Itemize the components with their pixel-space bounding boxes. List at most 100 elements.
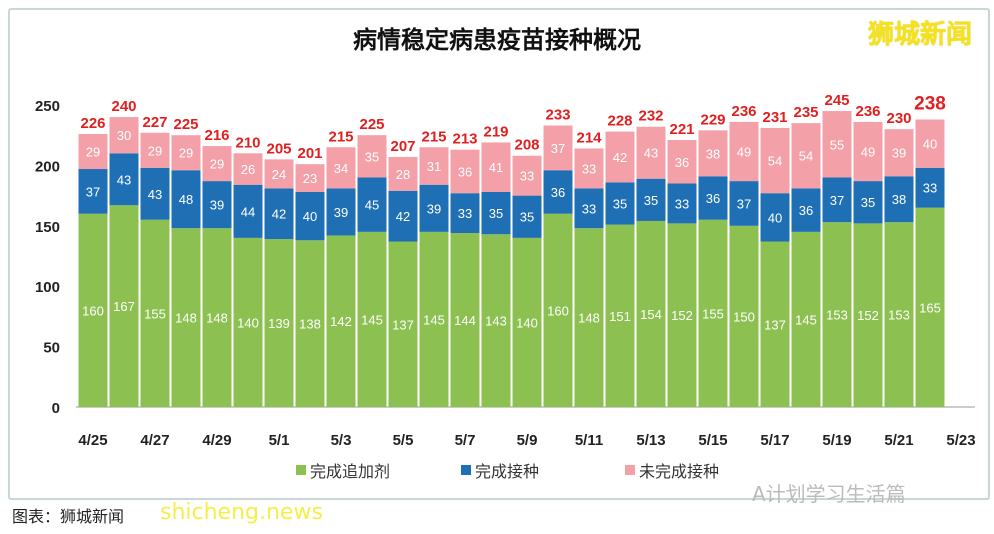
bar-segment-1 bbox=[326, 235, 356, 407]
data-label: 37 bbox=[830, 193, 844, 208]
total-label: 245 bbox=[824, 92, 849, 109]
data-label: 155 bbox=[144, 306, 166, 321]
total-label: 201 bbox=[297, 145, 322, 162]
bar-segment-3 bbox=[853, 121, 883, 182]
bar-segment-1 bbox=[78, 213, 108, 407]
data-label: 139 bbox=[268, 316, 290, 331]
bar-segment-3 bbox=[109, 117, 139, 154]
data-label: 55 bbox=[830, 137, 844, 152]
bar-segment-1 bbox=[729, 225, 759, 407]
data-label: 26 bbox=[241, 162, 255, 177]
chart-frame bbox=[8, 8, 990, 500]
data-label: 36 bbox=[706, 191, 720, 206]
data-label: 38 bbox=[892, 192, 906, 207]
total-label: 226 bbox=[80, 115, 105, 132]
bar-segment-1 bbox=[543, 213, 573, 407]
bar-segment-1 bbox=[760, 241, 790, 407]
x-tick-label: 5/13 bbox=[636, 432, 665, 449]
y-tick-label: 250 bbox=[35, 98, 60, 115]
bar-segment-2 bbox=[512, 195, 542, 238]
data-label: 40 bbox=[768, 210, 782, 225]
bar-segment-3 bbox=[760, 127, 790, 194]
bar-segment-2 bbox=[853, 181, 883, 224]
data-label: 33 bbox=[923, 181, 937, 196]
bar-segment-2 bbox=[729, 181, 759, 226]
data-label: 24 bbox=[272, 167, 286, 182]
bar-segment-3 bbox=[667, 140, 697, 184]
legend-swatch bbox=[625, 465, 635, 475]
bar-segment-3 bbox=[791, 123, 821, 189]
bar-segment-1 bbox=[450, 233, 480, 407]
data-label: 29 bbox=[210, 157, 224, 172]
total-label: 232 bbox=[638, 108, 663, 125]
total-label: 240 bbox=[111, 98, 136, 115]
legend-swatch bbox=[296, 465, 306, 475]
data-label: 49 bbox=[861, 145, 875, 160]
x-tick-label: 5/17 bbox=[760, 432, 789, 449]
data-label: 137 bbox=[764, 317, 786, 332]
data-label: 145 bbox=[361, 312, 383, 327]
total-label: 208 bbox=[514, 137, 539, 154]
bar-segment-2 bbox=[295, 191, 325, 241]
x-tick-label: 4/29 bbox=[202, 432, 231, 449]
data-label: 35 bbox=[365, 149, 379, 164]
data-label: 33 bbox=[458, 206, 472, 221]
x-tick-label: 5/23 bbox=[946, 432, 975, 449]
data-label: 153 bbox=[826, 308, 848, 323]
bar-segment-3 bbox=[388, 156, 418, 191]
bar-segment-2 bbox=[915, 167, 945, 208]
bar-segment-3 bbox=[295, 164, 325, 192]
bar-segment-1 bbox=[915, 207, 945, 407]
data-label: 35 bbox=[644, 193, 658, 208]
data-label: 151 bbox=[609, 309, 631, 324]
bar-segment-3 bbox=[419, 147, 449, 185]
bar-segment-2 bbox=[543, 170, 573, 214]
data-label: 42 bbox=[396, 209, 410, 224]
bar-segment-1 bbox=[853, 223, 883, 407]
bar-segment-3 bbox=[233, 153, 263, 185]
data-label: 36 bbox=[675, 155, 689, 170]
data-label: 31 bbox=[427, 159, 441, 174]
total-label: 231 bbox=[762, 109, 787, 126]
data-label: 33 bbox=[582, 161, 596, 176]
total-label: 235 bbox=[793, 104, 818, 121]
bar-segment-3 bbox=[543, 125, 573, 171]
data-label: 35 bbox=[520, 210, 534, 225]
bar-segment-3 bbox=[636, 126, 666, 179]
data-label: 39 bbox=[427, 201, 441, 216]
bar-segment-3 bbox=[729, 121, 759, 182]
data-label: 143 bbox=[485, 314, 507, 329]
legend-label: 完成接种 bbox=[475, 462, 540, 481]
data-label: 39 bbox=[334, 205, 348, 220]
total-label: 236 bbox=[731, 103, 756, 120]
bar-segment-2 bbox=[171, 170, 201, 229]
data-label: 49 bbox=[737, 145, 751, 160]
total-label: 216 bbox=[204, 127, 229, 144]
bar-segment-1 bbox=[264, 239, 294, 407]
bar-segment-1 bbox=[481, 234, 511, 407]
wechat-watermark: A计划学习生活篇 bbox=[752, 482, 906, 506]
x-tick-label: 5/21 bbox=[884, 432, 913, 449]
x-tick-label: 5/9 bbox=[517, 432, 538, 449]
data-label: 43 bbox=[148, 187, 162, 202]
bar-segment-2 bbox=[233, 184, 263, 238]
x-tick-label: 5/7 bbox=[455, 432, 476, 449]
bar-segment-1 bbox=[636, 220, 666, 407]
data-label: 165 bbox=[919, 300, 941, 315]
data-label: 42 bbox=[613, 150, 627, 165]
bar-segment-2 bbox=[698, 176, 728, 220]
total-label: 214 bbox=[576, 129, 602, 146]
bar-segment-3 bbox=[574, 148, 604, 189]
data-label: 35 bbox=[613, 196, 627, 211]
bar-segment-3 bbox=[326, 147, 356, 189]
total-label: 225 bbox=[173, 116, 198, 133]
data-label: 35 bbox=[861, 195, 875, 210]
bar-segment-3 bbox=[140, 132, 170, 168]
bar-segment-3 bbox=[512, 155, 542, 196]
bar-segment-1 bbox=[233, 237, 263, 407]
x-tick-label: 5/19 bbox=[822, 432, 851, 449]
data-label: 29 bbox=[148, 143, 162, 158]
total-label: 233 bbox=[545, 107, 570, 124]
x-tick-label: 4/25 bbox=[78, 432, 107, 449]
y-tick-label: 50 bbox=[43, 340, 60, 357]
